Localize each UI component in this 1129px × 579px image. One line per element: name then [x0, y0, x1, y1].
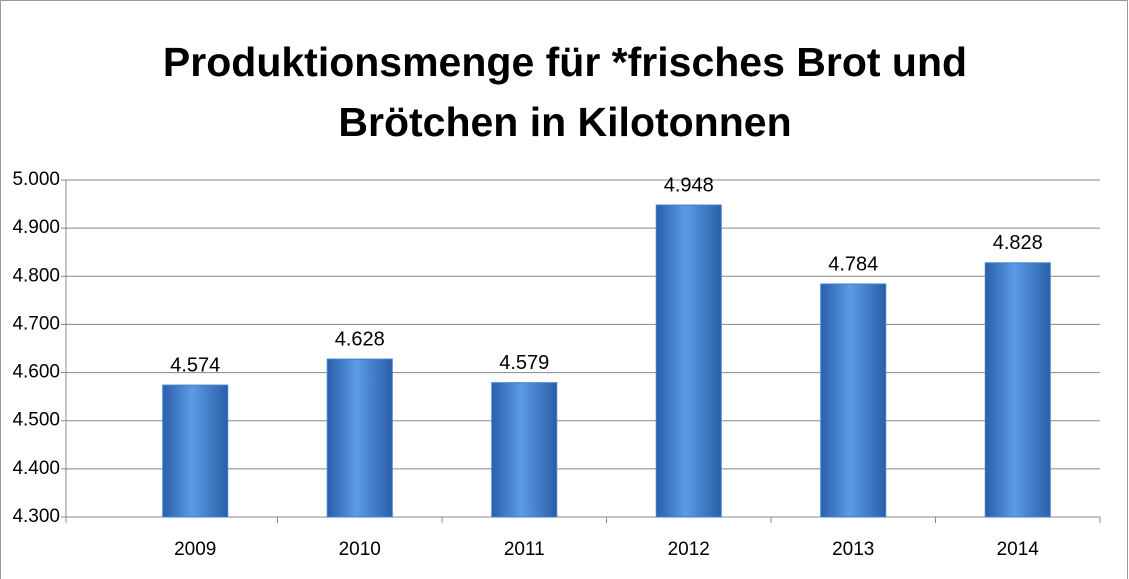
- y-tick-label: 4.700: [12, 313, 60, 334]
- y-tick-label: 4.500: [12, 410, 60, 431]
- bar: [162, 384, 229, 518]
- data-label: 4.574: [170, 354, 220, 376]
- x-tick-label: 2014: [997, 539, 1040, 560]
- chart-title: Produktionsmenge für *frisches Brot und …: [162, 39, 968, 145]
- bar: [984, 262, 1051, 518]
- bar: [655, 204, 722, 518]
- y-tick-label: 5.000: [12, 169, 60, 190]
- bar: [326, 358, 393, 518]
- y-tick-label: 4.800: [12, 265, 60, 286]
- x-tick-label: 2010: [339, 539, 381, 560]
- x-tick-label: 2009: [174, 539, 216, 560]
- y-tick-label: 4.900: [12, 217, 60, 238]
- x-tick-label: 2011: [504, 539, 545, 560]
- y-tick-label: 4.600: [12, 362, 60, 383]
- data-label: 4.948: [664, 174, 714, 196]
- bar: [491, 382, 558, 518]
- data-label: 4.828: [993, 232, 1043, 254]
- x-tick-label: 2013: [832, 539, 874, 560]
- data-label: 4.579: [499, 352, 549, 374]
- bar: [820, 283, 887, 518]
- x-tick-label: 2012: [668, 539, 710, 560]
- data-label: 4.628: [335, 328, 385, 350]
- y-tick-label: 4.400: [12, 458, 60, 479]
- data-label: 4.784: [828, 253, 878, 275]
- y-tick-label: 4.300: [12, 506, 60, 527]
